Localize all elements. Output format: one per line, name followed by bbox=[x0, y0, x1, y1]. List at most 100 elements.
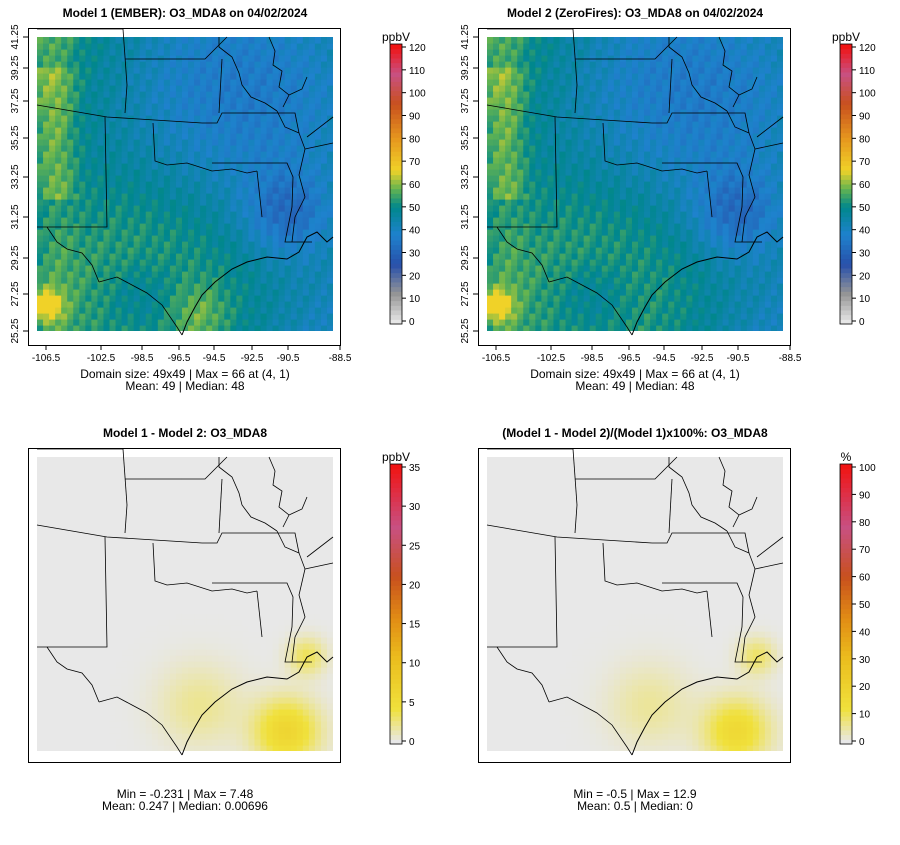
x-tick-label: -102.5 bbox=[87, 353, 116, 364]
colorbar-tick-label: 120 bbox=[409, 43, 426, 54]
x-tick-label: -106.5 bbox=[32, 353, 61, 364]
panel-stats-line: Mean: 49 | Median: 48 bbox=[125, 379, 245, 393]
colorbar-tick-label: 50 bbox=[859, 203, 871, 214]
colorbar-tick-label: 30 bbox=[409, 502, 421, 513]
colorbar-tick-label: 0 bbox=[409, 737, 415, 748]
y-tick-label: 25.25 bbox=[460, 318, 471, 343]
colorbar-tick-label: 20 bbox=[859, 682, 871, 693]
x-tick-label: -96.5 bbox=[618, 353, 641, 364]
x-tick-label: -96.5 bbox=[168, 353, 191, 364]
colorbar-tick-label: 0 bbox=[409, 317, 415, 328]
panel-stats-line: Mean: 0.247 | Median: 0.00696 bbox=[102, 799, 268, 813]
x-tick-label: -88.5 bbox=[329, 353, 352, 364]
colorbar-tick-label: 40 bbox=[859, 627, 871, 638]
colorbar-tick-label: 30 bbox=[409, 249, 421, 260]
colorbar-tick-label: 90 bbox=[409, 112, 421, 123]
panel-4: (Model 1 - Model 2)/(Model 1)x100%: O3_M… bbox=[479, 426, 877, 813]
data-field bbox=[37, 457, 334, 752]
panel-title: Model 2 (ZeroFires): O3_MDA8 on 04/02/20… bbox=[507, 6, 763, 20]
panel-2: Model 2 (ZeroFires): O3_MDA8 on 04/02/20… bbox=[460, 6, 876, 393]
colorbar-tick-label: 10 bbox=[409, 659, 421, 670]
x-tick-label: -94.5 bbox=[203, 353, 226, 364]
y-tick-label: 31.25 bbox=[460, 204, 471, 229]
data-field bbox=[487, 37, 784, 332]
colorbar-unit: ppbV bbox=[382, 30, 410, 44]
y-tick-label: 31.25 bbox=[10, 204, 21, 229]
colorbar-tick-label: 110 bbox=[409, 66, 425, 77]
colorbar-tick-label: 50 bbox=[409, 203, 421, 214]
y-tick-label: 39.25 bbox=[460, 55, 471, 80]
colorbar-tick-label: 10 bbox=[859, 710, 871, 721]
data-field bbox=[487, 457, 784, 752]
panel-title: Model 1 - Model 2: O3_MDA8 bbox=[103, 426, 267, 440]
x-tick-label: -94.5 bbox=[653, 353, 676, 364]
y-tick-label: 33.25 bbox=[10, 164, 21, 189]
x-tick-label: -90.5 bbox=[727, 353, 750, 364]
y-tick-label: 41.25 bbox=[10, 24, 21, 49]
colorbar-tick-label: 0 bbox=[859, 737, 865, 748]
x-tick-label: -92.5 bbox=[241, 353, 264, 364]
y-tick-label: 35.25 bbox=[10, 125, 21, 150]
data-field bbox=[37, 37, 334, 332]
colorbar-tick-label: 80 bbox=[859, 518, 871, 529]
colorbar-tick-label: 20 bbox=[409, 271, 421, 282]
panel-stats-line: Mean: 49 | Median: 48 bbox=[575, 379, 695, 393]
colorbar-tick-label: 35 bbox=[409, 463, 421, 474]
colorbar-tick-label: 60 bbox=[859, 180, 871, 191]
colorbar-tick-label: 110 bbox=[859, 66, 875, 77]
y-tick-label: 25.25 bbox=[10, 318, 21, 343]
colorbar-unit: % bbox=[841, 450, 852, 464]
colorbar-tick-label: 30 bbox=[859, 655, 871, 666]
y-tick-label: 33.25 bbox=[460, 164, 471, 189]
colorbar-tick-label: 0 bbox=[859, 317, 865, 328]
colorbar-tick-label: 25 bbox=[409, 541, 421, 552]
x-tick-label: -90.5 bbox=[277, 353, 300, 364]
y-tick-label: 37.25 bbox=[460, 88, 471, 113]
colorbar-tick-label: 10 bbox=[409, 294, 421, 305]
panel-3: Model 1 - Model 2: O3_MDA8ppbV0510152025… bbox=[29, 426, 421, 813]
y-tick-label: 35.25 bbox=[460, 125, 471, 150]
colorbar-tick-label: 70 bbox=[859, 545, 871, 556]
colorbar-tick-label: 60 bbox=[859, 573, 871, 584]
colorbar-tick-label: 80 bbox=[409, 134, 421, 145]
x-tick-label: -88.5 bbox=[779, 353, 802, 364]
x-tick-label: -102.5 bbox=[537, 353, 566, 364]
y-tick-label: 39.25 bbox=[10, 55, 21, 80]
panel-stats-line: Mean: 0.5 | Median: 0 bbox=[577, 799, 693, 813]
colorbar-tick-label: 90 bbox=[859, 490, 871, 501]
y-tick-label: 29.25 bbox=[10, 245, 21, 270]
colorbar-tick-label: 120 bbox=[859, 43, 876, 54]
panel-1: Model 1 (EMBER): O3_MDA8 on 04/02/2024 -1… bbox=[10, 6, 426, 393]
y-tick-label: 27.25 bbox=[460, 281, 471, 306]
colorbar-unit: ppbV bbox=[382, 450, 410, 464]
colorbar-tick-label: 80 bbox=[859, 134, 871, 145]
x-tick-label: -98.5 bbox=[131, 353, 154, 364]
colorbar-tick-label: 100 bbox=[859, 463, 876, 474]
panel-title: Model 1 (EMBER): O3_MDA8 on 04/02/2024 bbox=[63, 6, 308, 20]
colorbar-tick-label: 20 bbox=[409, 580, 421, 591]
colorbar-tick-label: 40 bbox=[859, 226, 871, 237]
panel-title: (Model 1 - Model 2)/(Model 1)x100%: O3_M… bbox=[502, 426, 768, 440]
colorbar-tick-label: 60 bbox=[409, 180, 421, 191]
colorbar-tick-label: 70 bbox=[409, 157, 421, 168]
y-tick-label: 41.25 bbox=[460, 24, 471, 49]
x-tick-label: -106.5 bbox=[482, 353, 511, 364]
colorbar-tick-label: 30 bbox=[859, 249, 871, 260]
colorbar-tick-label: 100 bbox=[859, 89, 876, 100]
colorbar-tick-label: 90 bbox=[859, 112, 871, 123]
colorbar: % 0 10 20 30 40 50 60 70 80 90 100 bbox=[840, 450, 876, 748]
colorbar-tick-label: 20 bbox=[859, 271, 871, 282]
colorbar-tick-label: 100 bbox=[409, 89, 426, 100]
y-tick-label: 37.25 bbox=[10, 88, 21, 113]
colorbar-tick-label: 50 bbox=[859, 600, 871, 611]
y-tick-label: 29.25 bbox=[460, 245, 471, 270]
colorbar-tick-label: 70 bbox=[859, 157, 871, 168]
x-tick-label: -92.5 bbox=[691, 353, 714, 364]
colorbar-tick-label: 15 bbox=[409, 620, 421, 631]
colorbar-unit: ppbV bbox=[832, 30, 860, 44]
